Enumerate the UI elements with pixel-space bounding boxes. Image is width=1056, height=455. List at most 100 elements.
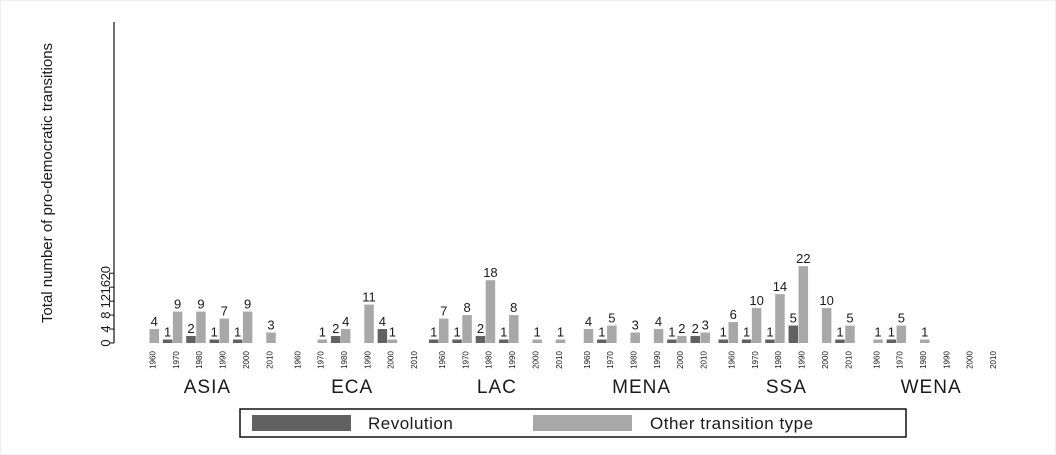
bar-revolution [209,339,220,343]
bar-other-transition [439,318,449,343]
bar-revolution [597,339,607,343]
y-tick-label: 0 [98,339,113,346]
bar-value-label-other: 8 [463,300,470,315]
bar-value-label-other: 14 [773,279,787,294]
year-tick-label: 2010 [700,351,709,369]
region-label: SSA [766,377,807,398]
bar-value-label-revolution: 1 [766,325,773,340]
bar-value-label-revolution: 1 [836,325,843,340]
bar-value-label-other: 5 [898,311,905,326]
bar-value-label-revolution: 1 [453,325,460,340]
bar-other-transition [387,339,398,343]
year-tick-label: 2000 [821,351,830,369]
year-tick-label: 2010 [265,351,274,369]
bar-revolution [475,336,486,343]
bar-other-transition [821,308,832,343]
bar-revolution [765,339,775,343]
year-tick-label: 1970 [606,351,615,369]
bar-value-label-other: 7 [440,304,447,319]
bar-value-label-other: 9 [197,297,204,312]
bar-value-label-other: 10 [749,293,763,308]
bar-other-transition [555,339,566,343]
bar-other-transition [172,311,183,343]
bar-value-label-other: 1 [557,325,564,340]
bar-value-label-other: 9 [174,297,181,312]
bar-value-label-revolution: 1 [500,325,507,340]
bar-other-transition [677,336,687,343]
y-tick-label: 8 [98,311,113,318]
bar-value-label-other: 6 [730,307,737,322]
legend-swatch-revolution [252,415,351,431]
year-tick-label: 2000 [966,351,975,369]
bar-revolution [835,339,845,343]
bar-other-transition [845,325,855,343]
bar-value-label-other: 5 [608,311,615,326]
bar-value-label-revolution: 5 [790,311,797,326]
bar-other-transition [775,294,785,343]
bars-layer [149,266,930,343]
bar-other-transition [509,315,519,343]
bar-revolution [232,339,243,343]
bar-other-transition [340,329,351,343]
bar-value-label-other: 5 [846,311,853,326]
bar-other-transition [219,318,230,343]
bar-revolution [741,339,752,343]
bar-other-transition [728,322,738,343]
bar-other-transition [700,332,710,343]
bar-value-label-revolution: 1 [164,325,171,340]
bar-revolution [788,325,799,343]
region-label: MENA [612,377,671,398]
bar-other-transition [149,329,159,343]
legend: Revolution Other transition type [239,408,907,438]
bar-value-label-revolution: 1 [888,325,895,340]
legend-label-other: Other transition type [650,414,814,433]
y-axis-title: Total number of pro-democratic transitio… [39,43,56,323]
bar-other-transition [896,325,907,343]
year-tick-label: 2000 [676,351,685,369]
year-tick-label: 1960 [293,351,302,369]
bar-other-transition [266,332,276,343]
bar-value-label-revolution: 4 [379,314,386,329]
bar-value-label-other: 10 [819,293,833,308]
year-tick-label: 1960 [728,351,737,369]
bar-revolution [186,336,196,343]
bar-value-label-revolution: 1 [720,325,727,340]
bar-value-label-revolution: 2 [187,321,194,336]
bar-revolution [452,339,462,343]
bar-value-label-other: 9 [244,297,251,312]
year-tick-label: 1990 [942,351,951,369]
bar-value-label-other: 3 [267,318,274,333]
legend-swatch-other [533,415,632,431]
bar-other-transition [485,280,496,343]
bar-value-label-other: 4 [342,314,349,329]
bar-other-transition [196,311,206,343]
bar-value-label-other: 3 [632,318,639,333]
year-tick-label: 2010 [989,351,998,369]
bar-value-label-revolution: 1 [211,325,218,340]
bar-value-label-other: 11 [362,290,376,305]
bar-value-label-revolution: 2 [332,321,339,336]
year-tick-label: 2010 [410,351,419,369]
x-labels-layer: 1960 1970 1980 1990 2000 2010 ASIA 1960 1970 1980… [149,351,999,398]
year-tick-label: 1980 [629,351,638,369]
bar-other-transition [364,304,374,343]
year-tick-label: 1980 [774,351,783,369]
year-tick-label: 1980 [340,351,349,369]
y-tick-label: 4 [98,325,113,332]
year-tick-label: 1990 [653,351,662,369]
bar-value-label-revolution: 1 [668,325,675,340]
year-tick-label: 2000 [242,351,251,369]
bar-other-transition [751,308,762,343]
year-tick-label: 2000 [387,351,396,369]
bar-other-transition [630,332,640,343]
bar-revolution [718,339,728,343]
bar-other-transition [798,266,809,343]
year-tick-label: 1960 [583,351,592,369]
year-tick-label: 1980 [485,351,494,369]
year-tick-label: 1960 [872,351,881,369]
year-tick-label: 1960 [438,351,447,369]
bar-value-label-other: 1 [534,325,541,340]
bar-value-label-other: 4 [655,314,662,329]
